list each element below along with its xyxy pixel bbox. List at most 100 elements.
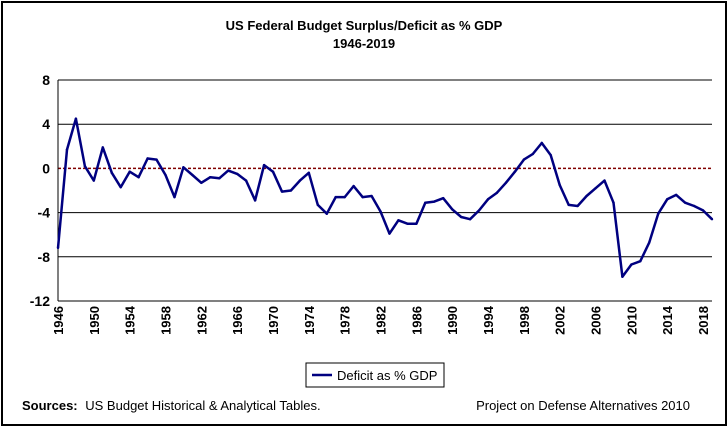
x-tick-label: 1998 <box>517 306 532 335</box>
data-point <box>710 218 714 221</box>
x-tick-label: 1974 <box>302 305 317 335</box>
data-point <box>119 185 122 189</box>
data-point <box>639 260 642 263</box>
gridlines <box>57 79 712 302</box>
data-point <box>522 158 526 161</box>
data-point <box>495 191 499 194</box>
y-tick-label: 4 <box>42 116 50 132</box>
data-point <box>227 169 230 172</box>
data-point <box>83 164 87 168</box>
data-point <box>128 170 131 173</box>
data-point <box>558 183 561 187</box>
x-tick-label: 1970 <box>266 306 281 335</box>
data-point <box>92 179 96 182</box>
legend-label: Deficit as % GDP <box>337 368 437 383</box>
data-point <box>630 263 633 266</box>
data-point <box>648 241 651 244</box>
data-point <box>513 170 517 173</box>
x-tick-label: 2010 <box>624 306 639 335</box>
chart-subtitle: 1946-2019 <box>333 36 395 51</box>
data-point <box>235 172 239 176</box>
y-tick-label: 0 <box>42 160 50 176</box>
data-point <box>298 179 302 182</box>
y-axis-ticks: 8 4 0 -4 -8 -12 <box>30 72 50 309</box>
x-tick-label: 1994 <box>481 305 496 335</box>
data-point <box>173 195 176 199</box>
data-point <box>253 199 257 202</box>
data-point <box>200 181 203 184</box>
data-point <box>486 198 490 201</box>
x-tick-label: 1978 <box>338 306 353 335</box>
data-point <box>576 204 579 208</box>
data-point <box>74 117 78 120</box>
sources-label: Sources: <box>22 398 78 413</box>
data-point <box>397 219 400 222</box>
data-point <box>289 189 293 192</box>
chart-title: US Federal Budget Surplus/Deficit as % G… <box>226 18 503 33</box>
x-tick-label: 1962 <box>194 306 209 335</box>
data-point <box>101 146 104 149</box>
footer-credit: Project on Defense Alternatives 2010 <box>476 398 690 413</box>
x-tick-label: 1990 <box>445 306 460 335</box>
data-point <box>674 193 678 197</box>
data-point <box>280 190 284 193</box>
data-point <box>262 163 266 167</box>
y-tick-label: -4 <box>38 205 51 221</box>
data-point <box>657 212 660 215</box>
data-point <box>433 200 436 203</box>
data-point <box>549 153 552 157</box>
data-point <box>361 195 364 199</box>
x-tick-label: 2018 <box>696 306 711 335</box>
x-tick-label: 1982 <box>374 306 389 335</box>
data-point <box>567 203 570 207</box>
data-point <box>271 170 275 173</box>
data-point <box>325 212 328 215</box>
data-point <box>603 179 606 182</box>
data-point <box>137 176 140 179</box>
data-point <box>477 209 481 212</box>
data-point <box>379 210 382 213</box>
data-point <box>594 187 597 190</box>
footer-sources: Sources: US Budget Historical & Analytic… <box>22 398 321 413</box>
x-tick-label: 1954 <box>123 305 138 335</box>
data-point <box>316 203 320 207</box>
data-point <box>612 201 615 204</box>
data-point <box>415 222 418 225</box>
data-point <box>334 195 337 199</box>
data-point <box>352 184 355 188</box>
series-layer <box>56 117 714 278</box>
data-point <box>191 173 194 177</box>
series-line <box>56 117 713 278</box>
x-tick-label: 1986 <box>409 306 424 335</box>
data-point <box>450 208 454 211</box>
x-axis-ticks: 1946 1950 1954 1958 1962 1966 1970 1974 1978 1982… <box>51 305 711 335</box>
x-tick-label: 1946 <box>51 306 66 335</box>
data-point <box>406 222 409 225</box>
data-point <box>218 177 221 180</box>
data-point <box>468 218 472 221</box>
data-point <box>182 166 185 169</box>
data-point <box>701 209 705 212</box>
data-point <box>370 194 373 198</box>
data-point <box>146 157 149 160</box>
data-point <box>307 171 311 175</box>
x-tick-label: 2014 <box>660 305 675 335</box>
data-point <box>540 141 543 145</box>
data-point <box>442 197 445 200</box>
data-point <box>65 148 69 151</box>
data-point <box>155 158 158 161</box>
x-tick-label: 2002 <box>553 306 568 335</box>
data-point <box>209 176 212 179</box>
data-point <box>343 195 346 199</box>
data-point <box>244 179 248 182</box>
data-point <box>388 232 391 235</box>
data-point <box>56 246 60 250</box>
sources-text: US Budget Historical & Analytical Tables… <box>85 398 320 413</box>
data-point <box>164 173 167 177</box>
data-point <box>585 194 588 198</box>
data-point <box>621 275 624 278</box>
y-tick-label: 8 <box>42 72 50 88</box>
data-point <box>424 201 427 204</box>
